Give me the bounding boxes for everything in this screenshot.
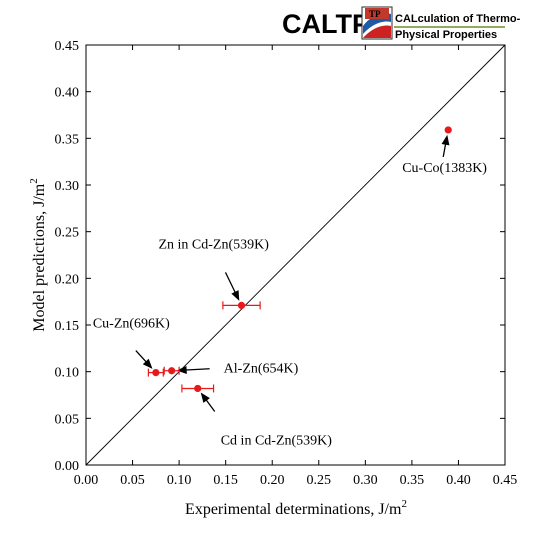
annotation-arrows [135,134,450,412]
point-cd-in-cd-zn [194,384,202,393]
annotation-cu-zn: Cu-Zn(696K) [93,317,170,332]
logo-badge-text: TP [369,9,381,19]
arrow-head-cu-zn [142,358,153,369]
y-tick-label: 0.35 [55,132,80,147]
annotation-zn-in-cd-zn: Zn in Cd-Zn(539K) [158,237,269,252]
caltpp-logo: CALTPP TP CALculation of Thermo- Physica… [282,6,521,41]
x-tick-label: 0.30 [353,473,378,488]
annotation-cu-co: Cu-Co(1383K) [402,161,487,176]
x-tick-label: 0.00 [74,473,99,488]
y-tick-label: 0.20 [55,272,80,287]
y-tick-label: 0.25 [55,226,80,241]
annotation-al-zn: Al-Zn(654K) [224,362,299,377]
arrow-head-cd-in-cd-zn [200,392,210,403]
y-ticks: 0.00 0.05 0.10 0.15 0.20 0.25 0.30 0.35 0.40 0.45 [55,39,505,474]
logo-line1: CALculation of Thermo- [395,13,521,25]
reference-line [85,44,506,466]
y-axis-title-sup: 2 [28,178,40,184]
point-cu-co [444,126,452,134]
point-cu-zn [152,369,160,377]
data-points [147,126,452,393]
x-tick-label: 0.35 [400,473,425,488]
arrow-head-cu-co [441,134,450,146]
logo-badge-bg [365,8,389,19]
arrow-head-al-zn [176,365,187,374]
y-tick-label: 0.00 [55,459,80,474]
x-tick-label: 0.25 [307,473,332,488]
x-axis-title-sup: 2 [401,498,407,510]
y-tick-label: 0.45 [55,39,80,54]
y-axis-title-text: Model predictions, J/m [31,183,48,332]
plot-frame [85,44,506,466]
annotation-cd-in-cd-zn: Cd in Cd-Zn(539K) [221,433,333,448]
annotations: Cu-Zn(696K) Al-Zn(654K) Cd in Cd-Zn(539K) Z… [93,161,487,449]
logo-line2: Physical Properties [395,29,497,41]
y-tick-label: 0.15 [55,319,80,334]
arrow-shaft-zn-in-cd-zn [224,272,237,295]
x-tick-label: 0.10 [167,473,192,488]
x-axis-title-text: Experimental determinations, J/m [185,501,402,518]
y-axis-title: Model predictions, J/m2 [28,178,48,331]
x-tick-label: 0.15 [213,473,238,488]
y-tick-label: 0.40 [55,86,80,101]
y-tick-label: 0.05 [55,412,80,427]
y-tick-label: 0.10 [55,366,80,381]
x-tick-label: 0.45 [493,473,518,488]
x-tick-label: 0.05 [120,473,145,488]
arrow-shaft-al-zn [183,368,210,371]
logo-swoosh-red [363,25,391,38]
y-tick-label: 0.30 [55,179,80,194]
x-tick-label: 0.20 [260,473,285,488]
x-tick-label: 0.40 [446,473,471,488]
x-axis-title: Experimental determinations, J/m2 [185,498,407,518]
point-al-zn [168,367,176,375]
x-ticks: 0.00 0.05 0.10 0.15 0.20 0.25 0.30 0.35 0.40 0.45 [74,45,518,488]
arrow-head-zn-in-cd-zn [231,290,240,301]
point-zn-in-cd-zn [237,301,246,309]
